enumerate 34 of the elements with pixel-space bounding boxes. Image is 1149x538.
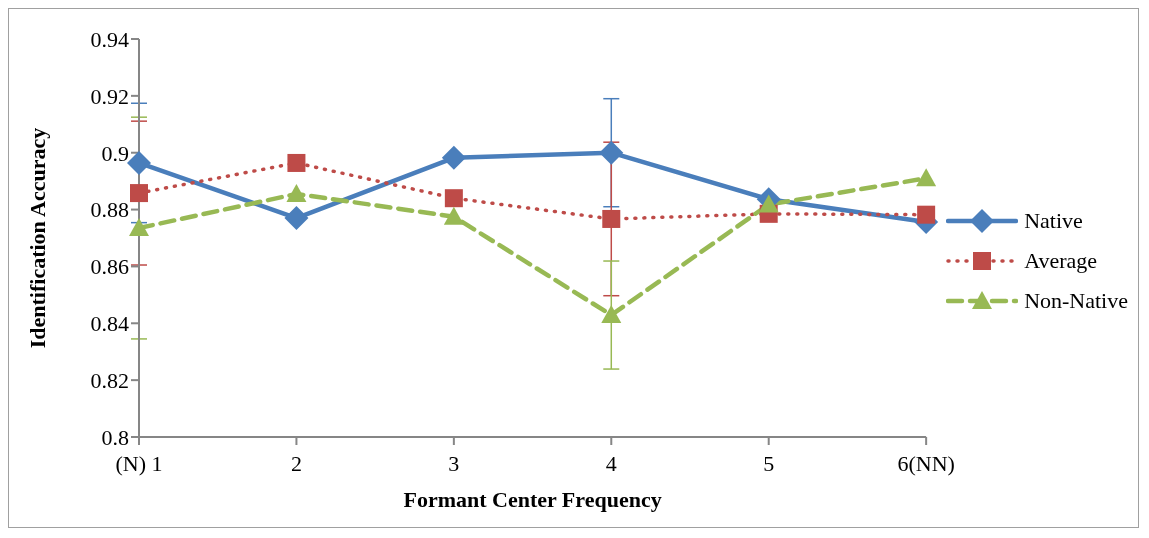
y-tick-label: 0.94 — [90, 26, 129, 52]
point — [284, 206, 309, 231]
point — [917, 205, 936, 224]
y-tick-label: 0.88 — [90, 197, 129, 223]
y-tick-label: 0.9 — [101, 140, 129, 166]
x-tick-label: 5 — [763, 450, 775, 476]
point — [287, 153, 306, 172]
point — [286, 183, 307, 202]
point — [758, 194, 779, 213]
point — [129, 218, 149, 237]
point — [127, 150, 151, 175]
point — [599, 140, 624, 165]
y-tick-label: 0.86 — [90, 254, 129, 280]
x-tick-label: 6(NN) — [897, 450, 955, 476]
legend-label: Native — [1024, 208, 1083, 234]
y-tick-label: 0.84 — [90, 311, 129, 337]
point — [601, 305, 622, 324]
y-tick-label: 0.8 — [101, 424, 129, 450]
y-tick-label: 0.82 — [90, 367, 129, 393]
point — [443, 206, 464, 225]
point — [916, 168, 937, 187]
x-tick-label: (N) 1 — [115, 450, 163, 476]
x-tick-label: 3 — [448, 450, 460, 476]
legend-label: Non-Native — [1024, 288, 1128, 314]
y-tick-label: 0.92 — [90, 83, 129, 109]
y-axis-title: Identification Accuracy — [24, 127, 50, 349]
x-tick-label: 2 — [290, 450, 302, 476]
point — [441, 145, 466, 170]
point — [602, 209, 621, 228]
point — [444, 189, 463, 208]
x-tick-label: 4 — [605, 450, 617, 476]
legend-label: Average — [1024, 248, 1098, 274]
x-axis-title: Formant Center Frequency — [403, 487, 662, 512]
point — [130, 184, 148, 203]
